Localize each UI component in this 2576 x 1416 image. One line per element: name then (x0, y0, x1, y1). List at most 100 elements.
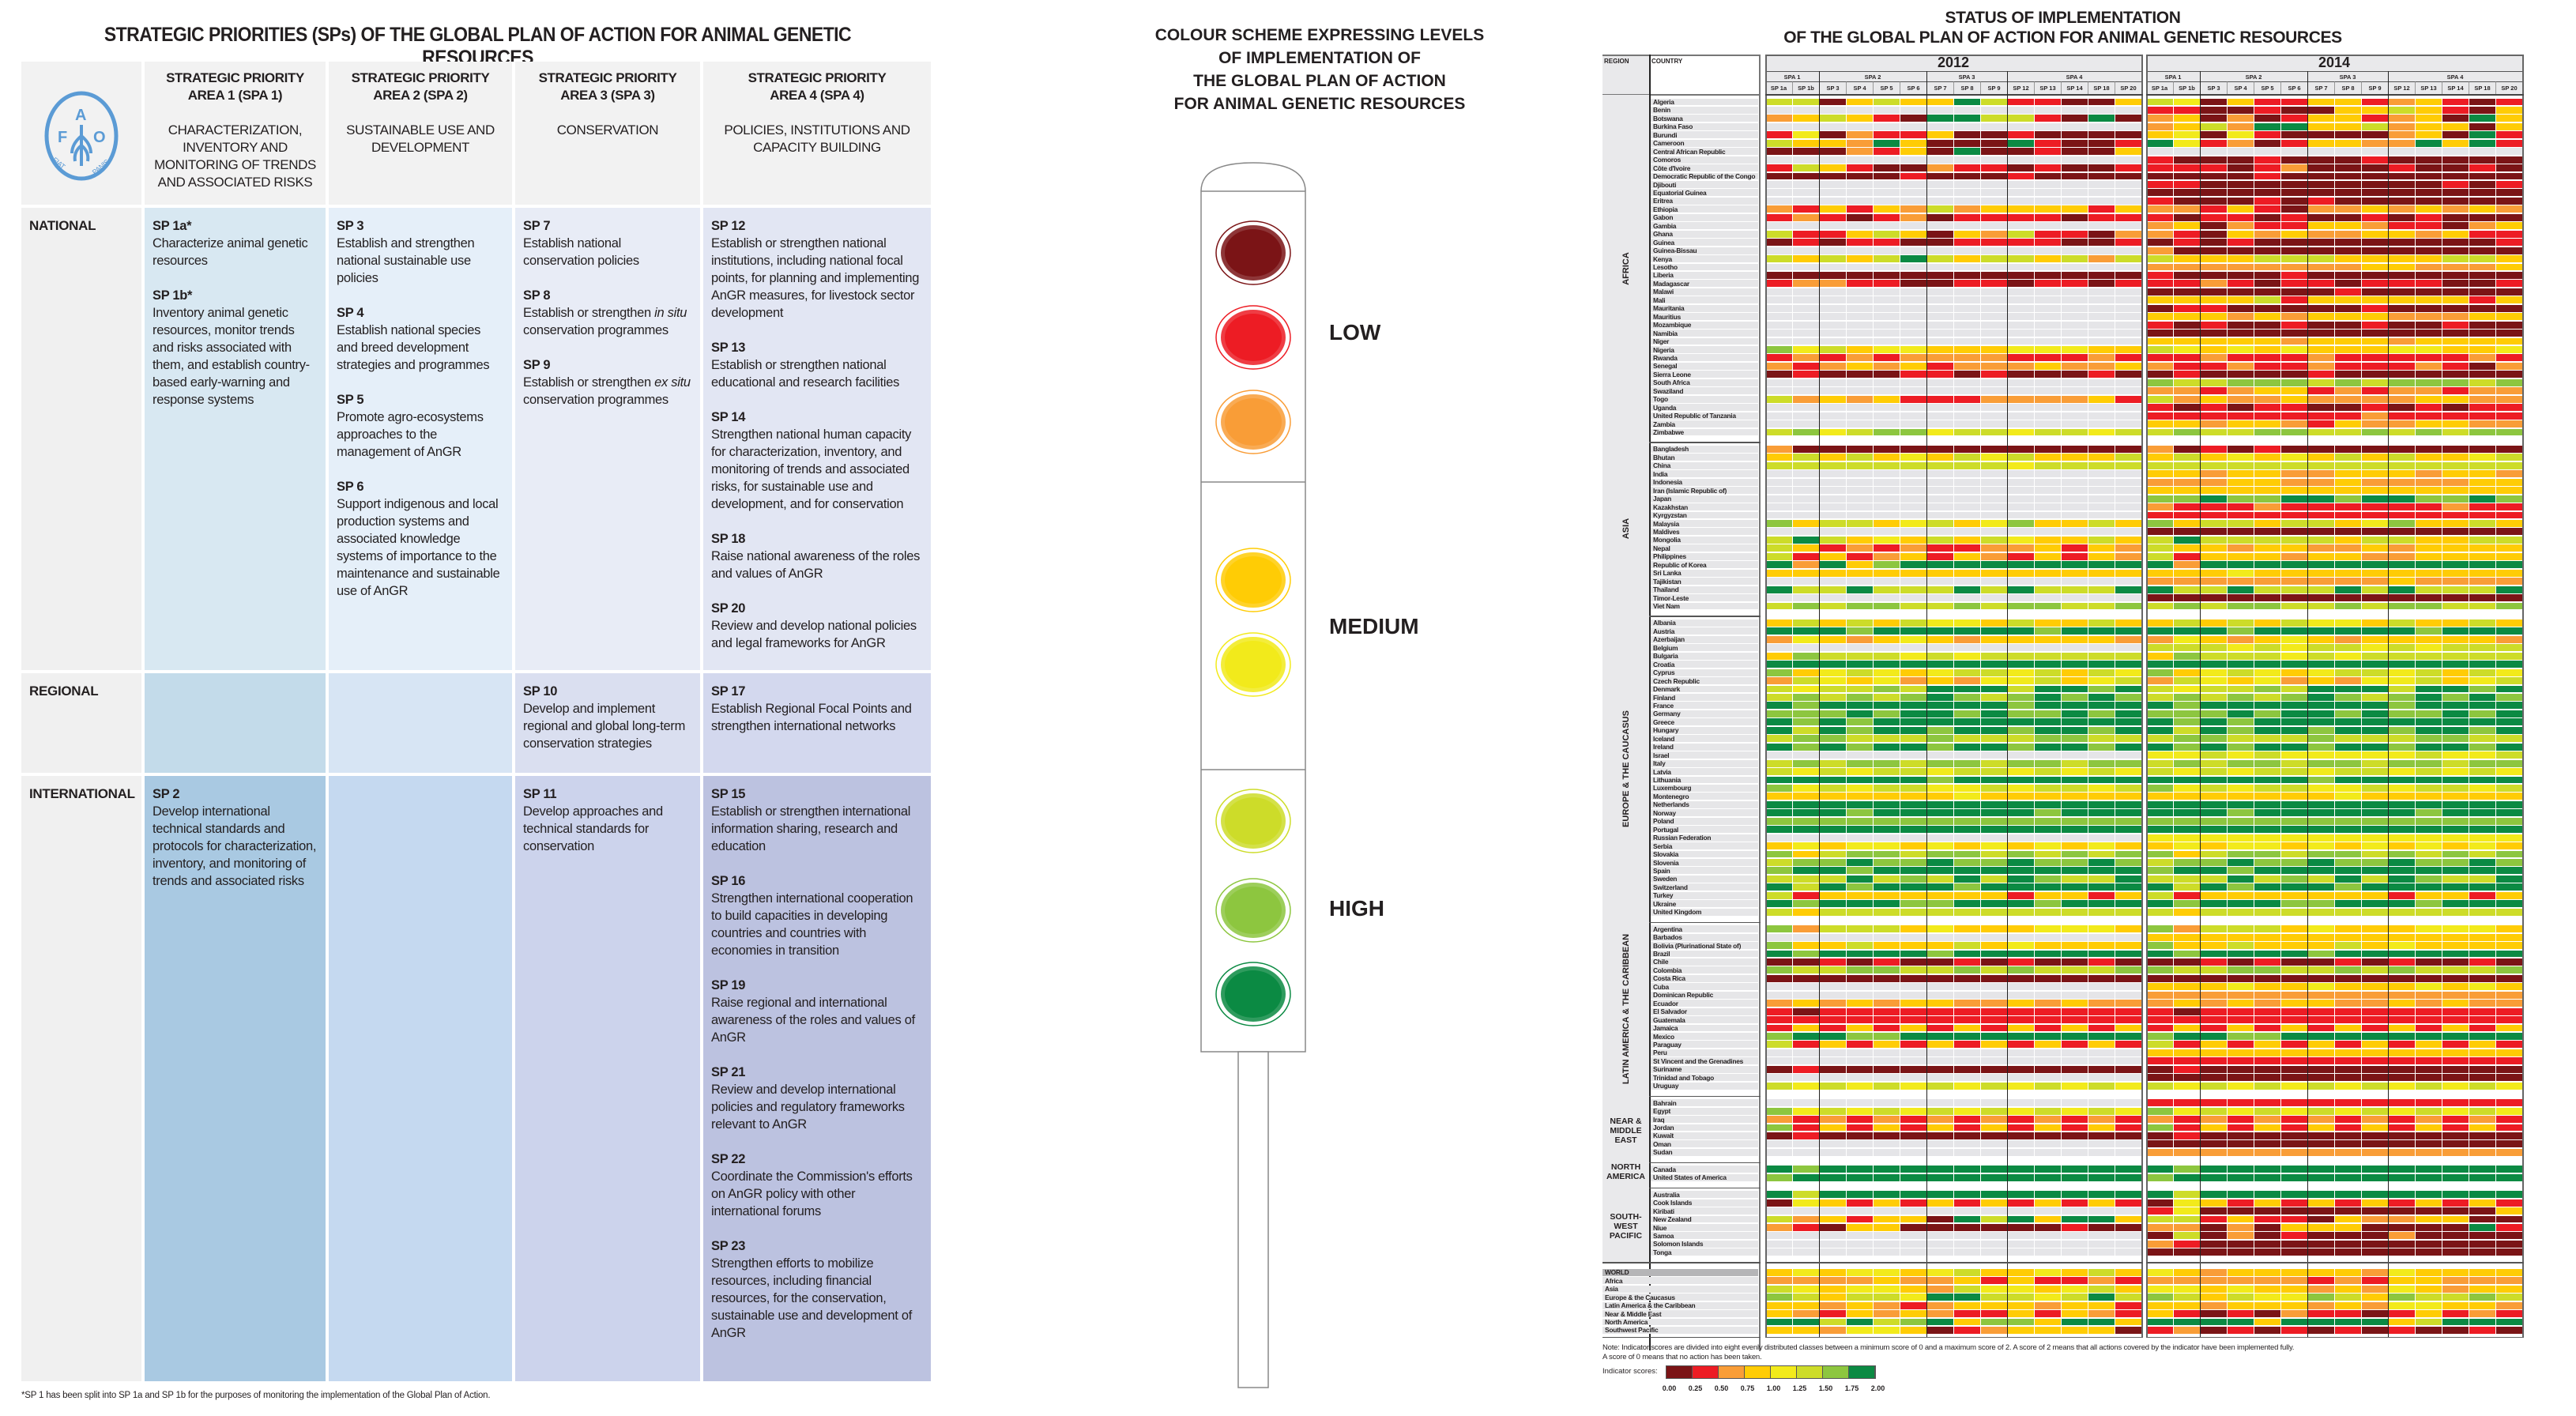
heat-cell (2115, 1326, 2141, 1334)
heat-cell (2200, 1224, 2227, 1231)
country-row-bg (1651, 942, 1758, 949)
heat-cell (2442, 1268, 2469, 1276)
heat-cell (1873, 586, 1900, 593)
heat-cell (2388, 296, 2415, 304)
country-row-bg (1651, 1116, 1758, 1123)
heat-cell (1846, 511, 1873, 519)
heat-cell (2415, 594, 2442, 601)
heat-cell (2280, 106, 2307, 114)
heat-cell (2200, 652, 2227, 660)
heat-cell (2334, 635, 2361, 643)
heat-cell (2442, 454, 2469, 461)
heat-cell (2200, 1248, 2227, 1256)
country-row-bg (1651, 280, 1758, 288)
heat-cell (2280, 1326, 2307, 1334)
heat-cell (2007, 1207, 2034, 1215)
heat-cell (1792, 1033, 1819, 1040)
heat-cell (1926, 428, 1953, 436)
heat-cell (2442, 1057, 2469, 1065)
heat-cell (2280, 875, 2307, 883)
heat-cell (2442, 395, 2469, 403)
heat-cell (2442, 602, 2469, 610)
heat-cell (2334, 1301, 2361, 1309)
heat-cell (1819, 735, 1846, 743)
heat-cell (2034, 1326, 2061, 1334)
heat-cell (1792, 694, 1819, 701)
heat-cell (1792, 1268, 1819, 1276)
heat-cell (1819, 627, 1846, 635)
heat-cell (2173, 478, 2200, 486)
heat-cell (2007, 503, 2034, 511)
heat-cell (2173, 793, 2200, 800)
country-row-bg (1651, 891, 1758, 899)
heat-cell (2173, 1016, 2200, 1024)
heat-cell (2469, 1310, 2495, 1317)
heat-cell (2061, 172, 2088, 180)
heat-cell (2115, 487, 2141, 495)
spa-title-line: STRATEGIC PRIORITY (166, 70, 304, 85)
heat-cell (1792, 1294, 1819, 1301)
heat-cell (1953, 1116, 1980, 1123)
country-row-bg (1651, 776, 1758, 784)
heat-cell (1792, 834, 1819, 842)
heat-cell (2034, 908, 2061, 916)
heat-cell (2469, 1099, 2495, 1107)
heat-cell (2254, 1140, 2280, 1148)
heat-cell (2254, 1277, 2280, 1285)
heat-cell (1980, 1268, 2007, 1276)
heat-cell (2146, 131, 2173, 139)
svg-text:A: A (75, 107, 86, 124)
heat-cell (2307, 768, 2334, 775)
heat-cell (2146, 280, 2173, 288)
heat-cell (1819, 371, 1846, 378)
heat-cell (1953, 280, 1980, 288)
heat-cell (2254, 602, 2280, 610)
heat-cell (2254, 280, 2280, 288)
heat-cell (2442, 139, 2469, 147)
heat-cell (2307, 156, 2334, 164)
heat-cell (2388, 1065, 2415, 1073)
heat-cell (1792, 974, 1819, 982)
heat-cell (2334, 1041, 2361, 1049)
heat-cell (2415, 247, 2442, 254)
heat-cell (2307, 122, 2334, 130)
heat-cell (2361, 694, 2388, 701)
heat-cell (1846, 271, 1873, 279)
heat-cell (2007, 809, 2034, 817)
heat-cell (2280, 1199, 2307, 1207)
heat-cell (2007, 768, 2034, 775)
heat-cell (2115, 1215, 2141, 1223)
heat-cell (2415, 378, 2442, 386)
heat-cell (1792, 420, 1819, 427)
heat-cell (1765, 661, 1792, 668)
heat-cell (1792, 1232, 1819, 1240)
heat-cell (2307, 148, 2334, 156)
heat-cell (2227, 172, 2254, 180)
heat-cell (2254, 461, 2280, 469)
heat-cell (2254, 627, 2280, 635)
heat-cell (1953, 520, 1980, 527)
spa-title-line: AREA 3 (SPA 3) (560, 88, 655, 103)
heat-cell (1900, 222, 1926, 230)
heat-cell (2388, 933, 2415, 941)
heat-cell (2173, 883, 2200, 891)
heat-cell (2173, 1326, 2200, 1334)
sp-cell: SP 11 Develop approaches and technical st… (515, 776, 700, 1381)
heat-cell (1846, 768, 1873, 775)
heat-cell (2146, 800, 2173, 808)
heat-cell (2254, 1116, 2280, 1123)
heat-cell (2495, 850, 2522, 858)
heat-cell (1873, 1033, 1900, 1040)
heat-cell (2334, 461, 2361, 469)
heat-cell (2088, 751, 2115, 759)
heat-cell (1926, 156, 1953, 164)
heat-cell (1765, 702, 1792, 710)
heat-cell (2415, 330, 2442, 337)
heat-cell (2334, 619, 2361, 627)
heat-cell (1953, 710, 1980, 717)
heat-cell (1846, 156, 1873, 164)
region-cell: SOUTH-WEST PACIFIC (1602, 1187, 1649, 1263)
heat-cell (2442, 800, 2469, 808)
heat-cell (1873, 958, 1900, 966)
heat-cell (2307, 337, 2334, 345)
